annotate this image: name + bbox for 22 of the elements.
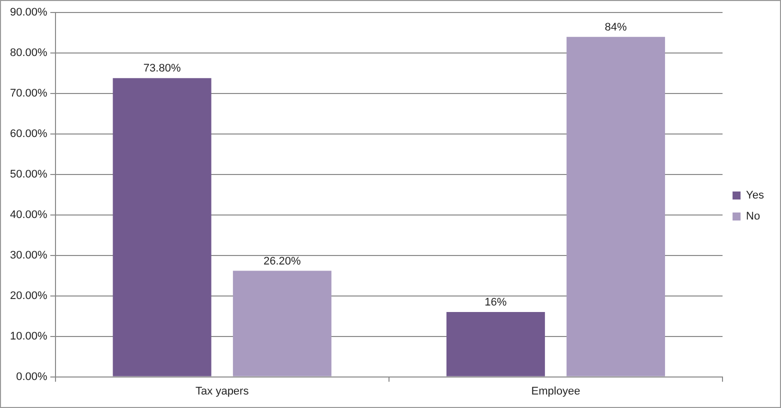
legend-label: No bbox=[746, 210, 760, 223]
data-label: 84% bbox=[604, 21, 628, 34]
y-tick-label: 30.00% bbox=[10, 249, 48, 262]
y-tick-label: 0.00% bbox=[16, 370, 48, 383]
data-label: 73.80% bbox=[143, 62, 181, 75]
y-tick-label: 20.00% bbox=[10, 290, 48, 302]
y-tick-label: 50.00% bbox=[10, 168, 48, 180]
y-tick-label: 90.00% bbox=[10, 6, 48, 19]
y-tick-label: 80.00% bbox=[10, 47, 48, 60]
y-tick-label: 10.00% bbox=[10, 330, 48, 342]
data-label: 26.20% bbox=[264, 255, 302, 268]
bar bbox=[566, 36, 666, 376]
legend-label: Yes bbox=[746, 190, 764, 202]
x-tick-label: Tax yapers bbox=[196, 385, 250, 398]
data-label: 16% bbox=[484, 296, 507, 309]
y-tick-label: 40.00% bbox=[10, 208, 48, 221]
bar bbox=[232, 270, 332, 376]
y-tick-label: 60.00% bbox=[10, 128, 48, 140]
bar bbox=[446, 312, 545, 376]
y-tick-label: 70.00% bbox=[10, 88, 48, 100]
x-tick-label: Employee bbox=[531, 385, 580, 398]
bar bbox=[112, 78, 212, 376]
